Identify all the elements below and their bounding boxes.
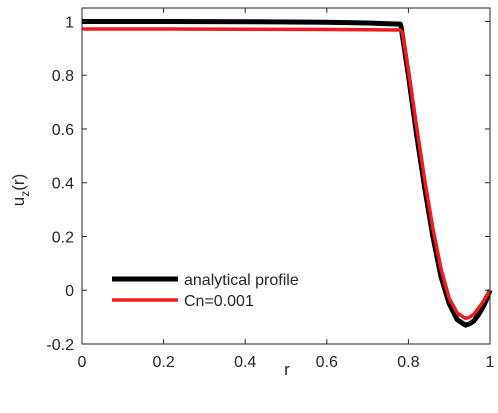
legend: analytical profile Cn=0.001: [112, 272, 299, 310]
y-tick-label: 0.6: [52, 122, 74, 139]
x-tick-label: 0.8: [397, 354, 419, 371]
x-axis-label: r: [284, 360, 290, 379]
x-tick-label: 1: [486, 354, 495, 371]
plot-area: [82, 8, 490, 344]
plot-background: [82, 8, 490, 344]
y-axis-label: uz(r): [9, 174, 32, 206]
x-tick-label: 0.2: [152, 354, 174, 371]
y-tick-label: -0.2: [46, 337, 74, 354]
axes: [81, 7, 491, 345]
series-line-cn-0-001: [82, 27, 492, 321]
legend-label: Cn=0.001: [184, 293, 254, 310]
y-axis-label-subscript: z: [18, 191, 32, 197]
x-tick-label: 0.6: [316, 354, 338, 371]
x-tick-label: 0.4: [234, 354, 256, 371]
y-tick-label: 1: [65, 14, 74, 31]
y-axis-label-text: uz(r): [9, 174, 32, 206]
y-tick-label: 0.2: [52, 229, 74, 246]
x-tick-label: 0: [78, 354, 87, 371]
y-axis-label-tail: (r): [9, 174, 28, 191]
axes-box: [81, 7, 491, 345]
y-tick-label: 0: [65, 283, 74, 300]
y-tick-label: 0.8: [52, 68, 74, 85]
y-tick-label: 0.4: [52, 176, 74, 193]
x-axis-ticks: 0 0.2 0.4 0.6 0.8 1: [78, 8, 495, 371]
y-axis-ticks: -0.2 0 0.2 0.4 0.6 0.8 1: [46, 14, 490, 354]
y-axis-label-main: u: [9, 197, 28, 206]
series-layer: [82, 18, 493, 328]
legend-label: analytical profile: [184, 272, 299, 289]
